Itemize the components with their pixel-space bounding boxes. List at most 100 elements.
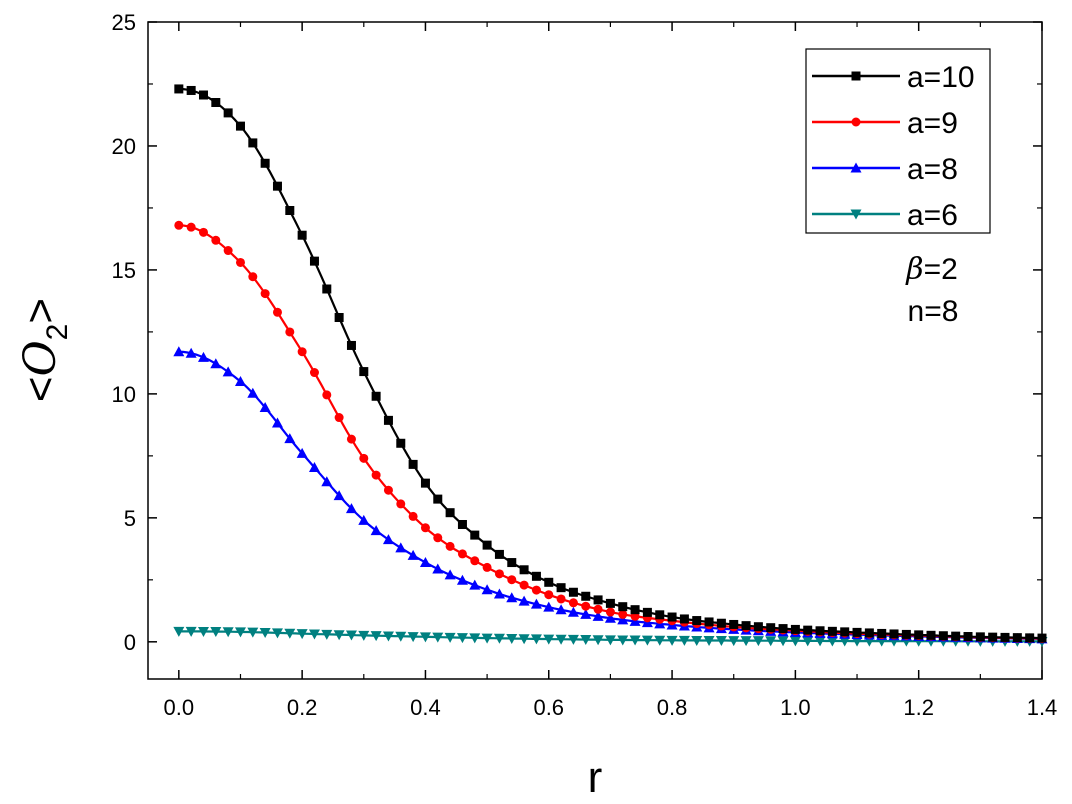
data-point [333,630,345,641]
data-point [235,121,245,131]
data-point [395,631,407,642]
x-tick-label: 0.2 [287,695,318,720]
data-point [655,610,665,620]
data-point [493,588,505,599]
data-point [852,627,862,637]
data-point [321,629,333,640]
data-point [334,413,344,423]
data-point [530,598,542,609]
beta-symbol: β [905,252,923,287]
legend-label: a=6 [907,199,958,232]
data-point [419,556,431,567]
data-point [222,366,234,377]
series-a-8 [173,346,1048,644]
data-point [210,627,222,638]
y-axis: 0 5 10 15 20 25 [112,10,1042,655]
data-point [309,368,319,378]
x-tick-label: 0.0 [164,695,195,720]
y-axis-title-subscript: 2 [41,324,74,341]
data-point [605,598,615,608]
data-point [272,307,282,317]
data-point [396,499,406,509]
data-point [408,511,418,521]
data-point [642,607,652,617]
data-point [285,327,295,337]
data-point [185,626,197,637]
data-point [864,628,874,638]
data-point [543,601,555,612]
data-point [359,367,369,377]
data-point [604,612,616,623]
data-point [592,635,604,646]
data-point [433,494,443,504]
data-point [272,181,282,191]
data-point [407,549,419,560]
data-point [667,612,677,622]
data-point [444,632,456,643]
data-point [419,632,431,643]
data-point [223,108,233,118]
data-point [444,569,456,580]
legend-marker [851,71,861,81]
data-point [519,580,529,590]
data-point [482,562,492,572]
x-tick-label: 1.0 [780,695,811,720]
data-point [580,635,592,646]
data-point [778,624,788,634]
data-point [210,358,222,369]
data-point [530,634,542,645]
data-point [826,636,838,647]
data-point [456,574,468,585]
data-point [604,635,616,646]
series-line [178,350,1042,640]
data-point [507,575,517,585]
data-point [544,577,554,587]
data-point [420,478,430,488]
data-point [346,434,356,444]
data-point [407,632,419,643]
data-point [814,636,826,647]
data-point [629,615,641,626]
data-point [580,608,592,619]
data-point [370,525,382,536]
data-point [581,601,591,611]
legend-box [805,48,991,234]
data-point [889,629,899,639]
legend-marker [850,209,862,220]
data-point [654,635,666,646]
data-point [789,636,801,647]
data-point [396,438,406,448]
y-axis-title: <O2> [15,298,74,402]
data-point [248,138,258,148]
data-point [469,633,481,644]
data-point [544,590,554,600]
data-point [938,631,948,641]
data-point [840,627,850,637]
data-point [211,235,221,245]
data-point [752,636,764,647]
data-point [173,346,185,357]
data-point [765,636,777,647]
data-point [358,630,370,641]
data-point [951,631,961,641]
data-point [420,523,430,533]
n-annotation: n=8 [908,295,959,328]
data-point [297,347,307,357]
data-point [1025,633,1035,643]
legend-label: a=8 [907,153,958,186]
data-point [358,514,370,525]
y-tick-label: 15 [112,258,136,283]
data-point [481,584,493,595]
legend-marker [850,162,862,173]
data-point [753,622,763,632]
data-point [173,626,185,637]
data-point [556,583,566,593]
data-point [322,390,332,400]
data-point [593,604,603,614]
data-point [605,607,615,617]
data-point [630,605,640,615]
data-point [186,222,196,232]
data-point [470,530,480,540]
data-point [285,206,295,216]
data-point [678,635,690,646]
